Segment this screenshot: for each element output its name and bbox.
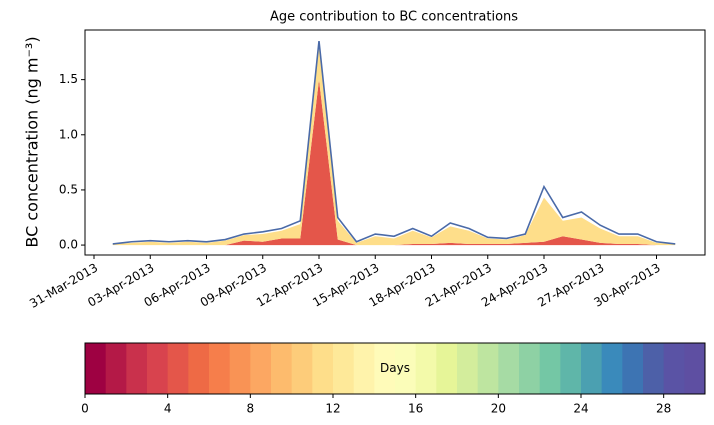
colorbar-cell [147, 343, 169, 394]
axes-frame [84, 29, 706, 256]
colorbar-tick-label: 20 [491, 402, 506, 416]
y-tick-label: 0.5 [59, 182, 78, 196]
colorbar-cell [643, 343, 665, 394]
colorbar-cell [188, 343, 210, 394]
colorbar-cell [374, 343, 396, 394]
colorbar-tick-label: 4 [164, 402, 172, 416]
colorbar-label: Days [380, 361, 410, 375]
age-area [112, 79, 676, 246]
colorbar-cell [291, 343, 313, 394]
colorbar-cell [167, 343, 189, 394]
colorbar-frame [84, 342, 706, 395]
colorbar-tick-label: 12 [325, 402, 340, 416]
colorbar: Days 0 4 8 12 16 20 24 28 [81, 342, 706, 416]
y-tick-label: 1.0 [59, 127, 78, 141]
colorbar-tick-label: 16 [408, 402, 423, 416]
colorbar-cell [312, 343, 334, 394]
colorbar-cell [436, 343, 458, 394]
colorbar-cell [415, 343, 437, 394]
colorbar-cell [85, 343, 107, 394]
colorbar-tick-label: 28 [656, 402, 671, 416]
colorbar-cell [581, 343, 603, 394]
colorbar-cell [333, 343, 355, 394]
colorbar-cell [105, 343, 127, 394]
y-tick-label: 1.5 [59, 72, 78, 86]
plot-area [112, 40, 676, 246]
colorbar-tick-label: 24 [573, 402, 588, 416]
y-tick-label: 0.0 [59, 238, 78, 252]
chart-title: Age contribution to BC concentrations [270, 10, 518, 25]
colorbar-cell [477, 343, 499, 394]
colorbar-cell [663, 343, 685, 394]
colorbar-cell [229, 343, 251, 394]
colorbar-cell [271, 343, 293, 394]
colorbar-cell [498, 343, 520, 394]
colorbar-cell [539, 343, 561, 394]
colorbar-tick-label: 0 [81, 402, 89, 416]
colorbar-cell [209, 343, 231, 394]
colorbar-cell [519, 343, 541, 394]
colorbar-cell [353, 343, 375, 394]
age-area [112, 46, 676, 246]
colorbar-cell [601, 343, 623, 394]
colorbar-cell [684, 343, 706, 394]
colorbar-cell [395, 343, 417, 394]
colorbar-cell [126, 343, 148, 394]
y-axis-label: BC concentration (ng m⁻³) [23, 36, 42, 247]
colorbar-tick-label: 8 [247, 402, 255, 416]
colorbar-cell [560, 343, 582, 394]
colorbar-cell [250, 343, 272, 394]
colorbar-cell [457, 343, 479, 394]
colorbar-cell [622, 343, 644, 394]
total-line [112, 40, 676, 245]
